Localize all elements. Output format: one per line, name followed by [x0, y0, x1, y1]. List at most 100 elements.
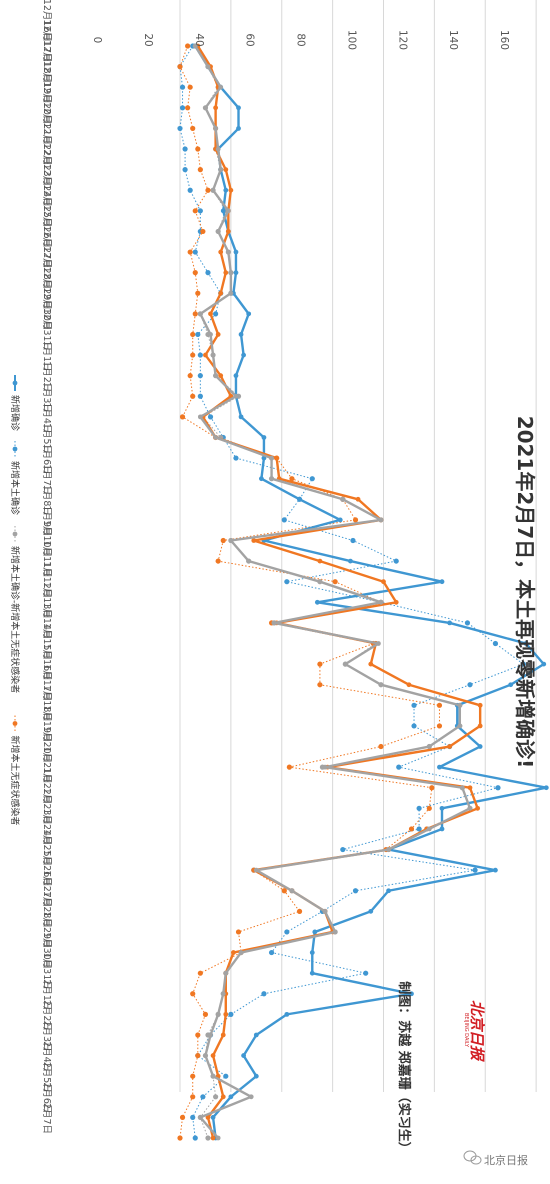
- legend-item: 新增确诊: [9, 375, 21, 431]
- date-tick-label: 1月6日: [41, 444, 52, 475]
- data-point: [187, 373, 193, 379]
- date-tick-label: 1月31日: [41, 953, 52, 990]
- chart-credit: 制图：苏越 郑嘉珊（实习生）: [396, 981, 412, 1155]
- date-tick-label: 1月20日: [41, 726, 52, 763]
- data-point: [179, 1114, 186, 1120]
- data-point: [269, 476, 274, 482]
- data-point: [268, 949, 275, 956]
- data-point: [213, 311, 219, 317]
- data-point: [241, 1053, 246, 1058]
- data-point: [241, 352, 246, 358]
- data-point: [543, 785, 549, 791]
- data-point: [378, 599, 384, 605]
- data-point: [228, 270, 234, 276]
- data-point: [218, 290, 224, 296]
- data-point: [381, 579, 386, 585]
- data-point: [195, 1052, 201, 1059]
- data-point: [248, 1094, 254, 1100]
- data-point: [261, 435, 267, 440]
- date-tick-label: 12月26日: [41, 205, 52, 248]
- data-point: [215, 229, 221, 234]
- chart-title: 2021年2月7日，本土再现零新增确诊!: [513, 416, 537, 769]
- data-point: [411, 702, 417, 708]
- data-point: [281, 888, 287, 894]
- data-point: [228, 538, 234, 543]
- legend-label: 新增确诊: [9, 395, 21, 431]
- data-point: [213, 105, 219, 111]
- value-tick-label: 80: [295, 33, 307, 46]
- watermark-text: 北京日报: [484, 1153, 528, 1167]
- data-point: [200, 1094, 206, 1100]
- date-tick-label: 2月1日: [41, 979, 52, 1010]
- data-point: [220, 1094, 226, 1100]
- data-point: [457, 702, 463, 708]
- data-point: [233, 249, 239, 255]
- data-point: [426, 744, 432, 749]
- data-point: [203, 1053, 208, 1058]
- data-point: [190, 393, 196, 399]
- date-tick-label: 12月17日: [41, 19, 52, 62]
- data-point: [215, 1011, 221, 1017]
- logo-text: 北京日报: [468, 1000, 486, 1062]
- data-point: [203, 105, 208, 111]
- data-point: [187, 249, 193, 255]
- data-point: [228, 1011, 234, 1017]
- data-point: [368, 908, 374, 914]
- data-point: [289, 476, 295, 482]
- series-line: [196, 45, 482, 1139]
- watermark: 北京日报: [463, 1150, 528, 1167]
- data-point: [223, 1073, 229, 1079]
- data-point: [190, 125, 196, 132]
- data-point: [495, 785, 501, 791]
- date-tick-label: 12月22日: [41, 122, 52, 165]
- date-tick-label: 1月26日: [41, 850, 52, 887]
- data-point: [231, 950, 236, 955]
- date-tick-label: 2月3日: [41, 1020, 52, 1051]
- data-point: [378, 743, 384, 750]
- data-point: [223, 270, 229, 276]
- data-point: [322, 764, 328, 770]
- series-3: [177, 43, 443, 1141]
- data-point: [409, 991, 414, 997]
- date-tick-label: 12月18日: [41, 40, 52, 83]
- data-point: [317, 579, 323, 585]
- legend-swatch-dot: [12, 531, 18, 537]
- value-tick-label: 60: [244, 33, 256, 46]
- data-point: [309, 476, 315, 482]
- series-line: [194, 45, 472, 1139]
- data-point: [541, 661, 547, 667]
- data-point: [477, 723, 483, 729]
- data-point: [210, 1135, 216, 1141]
- value-tick-label: 100: [345, 30, 357, 50]
- date-tick-label: 1月13日: [41, 582, 52, 619]
- data-point: [459, 785, 465, 791]
- data-point: [286, 764, 292, 770]
- data-point: [378, 517, 384, 523]
- date-tick-label: 1月14日: [41, 602, 52, 639]
- data-point: [218, 167, 224, 173]
- data-point: [210, 1053, 216, 1058]
- data-point: [207, 414, 214, 420]
- data-point: [447, 620, 453, 626]
- data-point: [411, 723, 417, 729]
- date-tick-label: 2月4日: [41, 1041, 52, 1072]
- data-point: [297, 496, 302, 502]
- date-tick-label: 12月16日: [41, 0, 52, 42]
- data-point: [520, 661, 527, 667]
- data-point: [467, 682, 473, 688]
- data-point: [251, 538, 257, 543]
- data-point: [205, 64, 211, 70]
- data-point: [393, 599, 399, 605]
- data-point: [208, 311, 213, 317]
- data-point: [185, 105, 191, 111]
- data-point: [284, 929, 290, 935]
- date-axis-ticks: 12月16日12月17日12月18日12月19日12月20日12月21日12月2…: [41, 0, 52, 1134]
- data-point: [368, 661, 374, 667]
- data-point: [378, 682, 384, 688]
- data-point: [439, 579, 445, 585]
- data-point: [493, 867, 498, 873]
- data-point: [220, 208, 226, 214]
- data-point: [190, 1094, 196, 1100]
- data-point: [317, 558, 323, 564]
